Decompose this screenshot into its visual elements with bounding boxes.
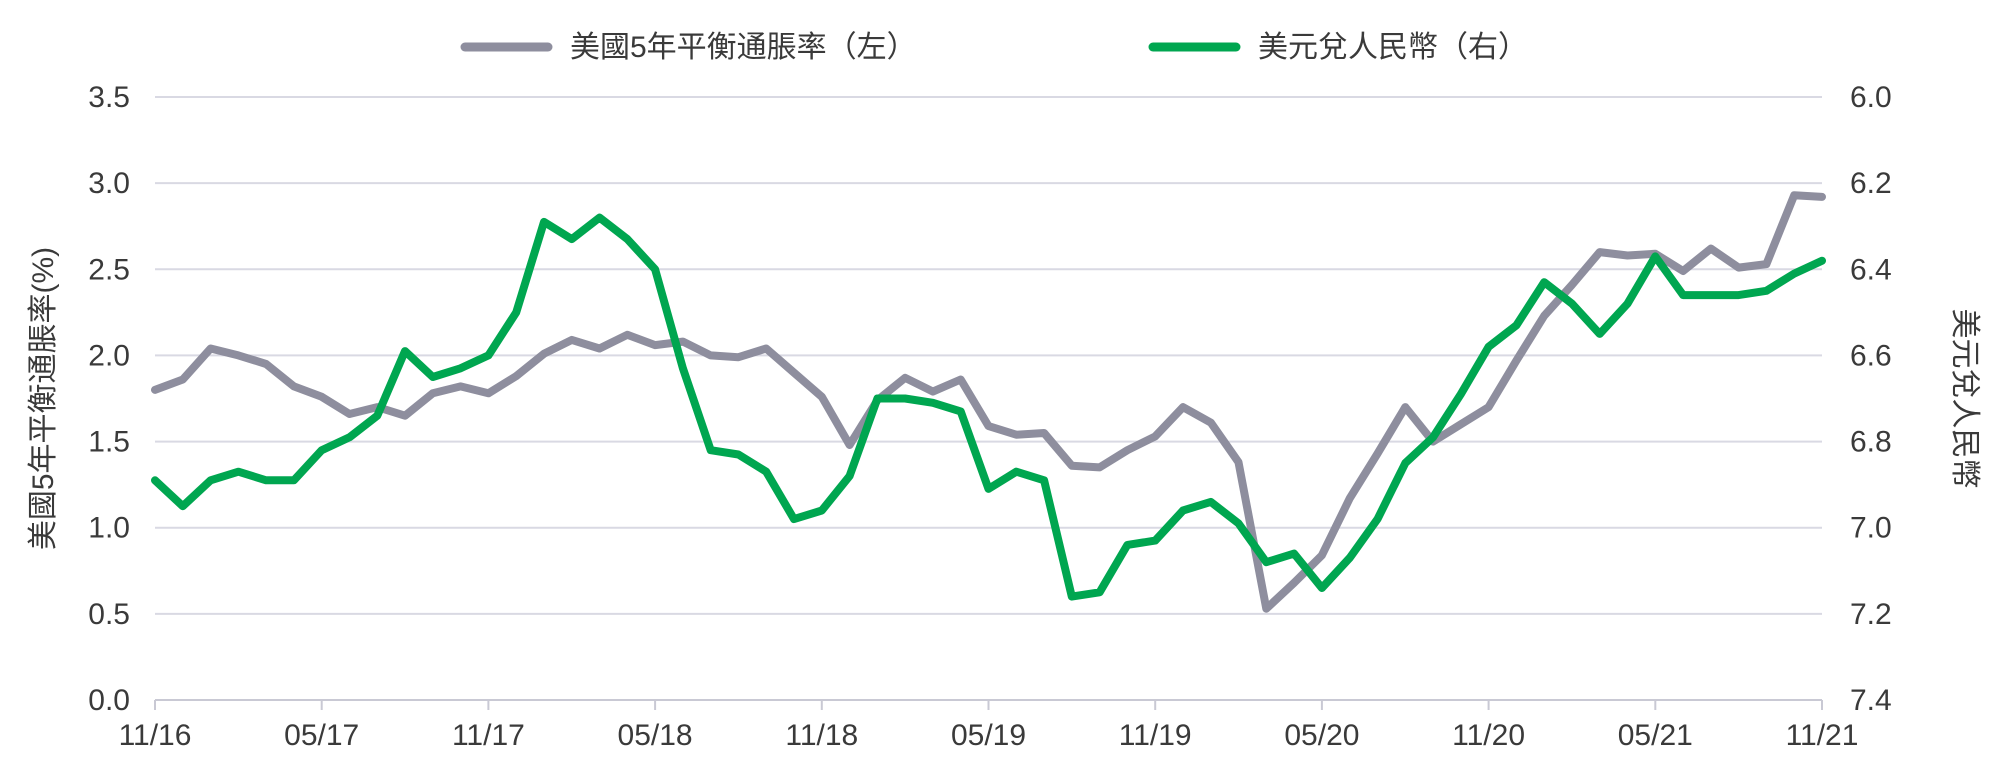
x-tick-label: 05/21	[1618, 719, 1693, 752]
x-tick-label: 05/18	[618, 719, 693, 752]
y-left-tick-label: 1.0	[88, 512, 130, 545]
y-left-tick-label: 3.5	[88, 81, 130, 114]
series-line-usdcny	[151, 213, 1826, 601]
y-right-tick-label: 7.4	[1850, 684, 1892, 717]
x-tick-label: 05/20	[1284, 719, 1359, 752]
y-axis-right-title: 美元兌人民幣	[1948, 309, 1981, 489]
x-tick-label: 11/17	[452, 719, 525, 752]
y-right-tick-label: 7.2	[1850, 598, 1892, 631]
x-tick-label: 05/17	[284, 719, 359, 752]
y-axis-left-title: 美國5年平衡通脹率(%)	[27, 247, 60, 550]
x-tick-label: 11/20	[1452, 719, 1525, 752]
y-left-tick-label: 1.5	[88, 426, 130, 459]
y-right-tick-label: 6.4	[1850, 253, 1892, 286]
y-right-tick-label: 6.2	[1850, 167, 1892, 200]
y-right-tick-label: 6.6	[1850, 339, 1892, 372]
y-left-tick-label: 0.0	[88, 684, 130, 717]
legend-label-inflation: 美國5年平衡通脹率（左）	[570, 31, 917, 64]
y-right-tick-label: 6.8	[1850, 426, 1892, 459]
x-tick-label: 11/16	[119, 719, 192, 752]
y-right-tick-label: 7.0	[1850, 512, 1892, 545]
y-right-tick-label: 6.0	[1850, 81, 1892, 114]
x-tick-label: 11/18	[785, 719, 858, 752]
series-line-inflation	[151, 191, 1826, 613]
x-tick-label: 11/19	[1119, 719, 1192, 752]
x-tick-label: 05/19	[951, 719, 1026, 752]
y-left-tick-label: 2.5	[88, 253, 130, 286]
y-left-tick-label: 3.0	[88, 167, 130, 200]
gridlines	[155, 96, 1822, 615]
axes: 0.0 0.5 1.0 1.5 2.0 2.5 3.0 3.5 6.0 6.2 6.4 6.6 6.8 7…	[88, 81, 1891, 752]
x-tick-label: 11/21	[1786, 719, 1859, 752]
y-left-tick-label: 2.0	[88, 339, 130, 372]
y-left-tick-label: 0.5	[88, 598, 130, 631]
legend-label-usdcny: 美元兌人民幣（右）	[1258, 31, 1528, 64]
legend: 美國5年平衡通脹率（左） 美元兌人民幣（右）	[460, 31, 1528, 64]
series-lines	[151, 191, 1826, 613]
